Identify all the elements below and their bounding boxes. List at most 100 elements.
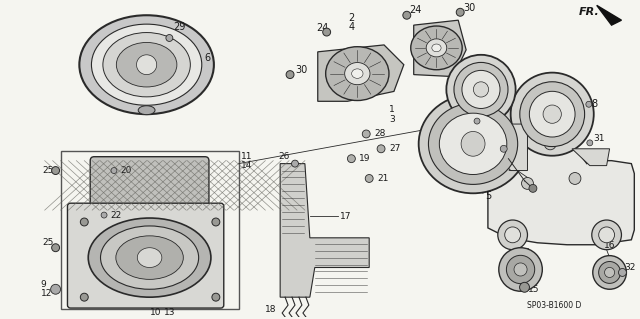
Circle shape bbox=[166, 34, 173, 41]
Text: 16: 16 bbox=[604, 241, 615, 250]
Ellipse shape bbox=[103, 33, 190, 97]
Text: 15: 15 bbox=[527, 285, 539, 294]
Circle shape bbox=[81, 218, 88, 226]
Circle shape bbox=[520, 282, 529, 292]
Circle shape bbox=[543, 105, 561, 123]
Circle shape bbox=[365, 174, 373, 182]
Text: 26: 26 bbox=[278, 152, 289, 161]
Text: 12: 12 bbox=[41, 289, 52, 298]
Ellipse shape bbox=[116, 42, 177, 87]
Circle shape bbox=[81, 293, 88, 301]
Ellipse shape bbox=[439, 113, 507, 174]
Text: 2: 2 bbox=[348, 13, 355, 23]
Polygon shape bbox=[486, 104, 634, 245]
Ellipse shape bbox=[92, 24, 202, 105]
Ellipse shape bbox=[116, 236, 183, 279]
Text: 27: 27 bbox=[389, 144, 401, 153]
Circle shape bbox=[212, 218, 220, 226]
Ellipse shape bbox=[351, 69, 363, 78]
Circle shape bbox=[598, 262, 621, 283]
Circle shape bbox=[292, 160, 298, 167]
Text: 31: 31 bbox=[508, 164, 519, 173]
Circle shape bbox=[529, 91, 575, 137]
Circle shape bbox=[505, 227, 520, 243]
FancyBboxPatch shape bbox=[90, 157, 209, 214]
Circle shape bbox=[456, 8, 464, 16]
Circle shape bbox=[446, 55, 516, 124]
Text: 7: 7 bbox=[508, 154, 513, 163]
Circle shape bbox=[618, 269, 627, 276]
Circle shape bbox=[52, 167, 60, 174]
Circle shape bbox=[522, 177, 533, 189]
Circle shape bbox=[514, 263, 527, 276]
Circle shape bbox=[506, 255, 534, 284]
Circle shape bbox=[593, 256, 627, 289]
Ellipse shape bbox=[100, 226, 198, 289]
Ellipse shape bbox=[428, 103, 518, 184]
Text: 24: 24 bbox=[409, 5, 421, 15]
Ellipse shape bbox=[138, 248, 162, 268]
Text: 9: 9 bbox=[41, 280, 47, 289]
Ellipse shape bbox=[326, 47, 389, 100]
Text: 28: 28 bbox=[374, 130, 385, 138]
Ellipse shape bbox=[138, 106, 155, 115]
Ellipse shape bbox=[345, 63, 370, 85]
Polygon shape bbox=[596, 5, 621, 25]
FancyBboxPatch shape bbox=[67, 203, 224, 308]
Circle shape bbox=[111, 167, 117, 174]
Text: 21: 21 bbox=[377, 174, 388, 183]
Text: 25: 25 bbox=[43, 166, 54, 175]
Text: 32: 32 bbox=[520, 248, 531, 257]
Text: 11: 11 bbox=[241, 152, 252, 161]
Polygon shape bbox=[413, 20, 466, 77]
Text: 31: 31 bbox=[594, 134, 605, 144]
Text: 30: 30 bbox=[295, 65, 307, 75]
Circle shape bbox=[511, 73, 594, 156]
Circle shape bbox=[474, 82, 488, 97]
Text: 25: 25 bbox=[43, 238, 54, 247]
Ellipse shape bbox=[79, 15, 214, 114]
Ellipse shape bbox=[426, 39, 447, 57]
Text: SP03-B1600 D: SP03-B1600 D bbox=[527, 300, 582, 310]
Text: 6: 6 bbox=[204, 53, 210, 63]
Text: 14: 14 bbox=[241, 161, 252, 170]
Ellipse shape bbox=[461, 131, 485, 156]
Text: 18: 18 bbox=[266, 305, 277, 314]
Circle shape bbox=[454, 63, 508, 116]
Text: 3: 3 bbox=[389, 115, 395, 123]
Circle shape bbox=[592, 220, 621, 250]
Text: 24: 24 bbox=[316, 23, 328, 33]
Ellipse shape bbox=[419, 94, 527, 193]
Circle shape bbox=[474, 118, 480, 124]
Text: 13: 13 bbox=[164, 308, 176, 316]
Circle shape bbox=[500, 145, 507, 152]
Circle shape bbox=[605, 267, 614, 278]
Polygon shape bbox=[495, 124, 527, 171]
Text: 8: 8 bbox=[592, 99, 598, 109]
Circle shape bbox=[362, 130, 370, 138]
Polygon shape bbox=[280, 164, 369, 297]
Circle shape bbox=[520, 82, 584, 146]
Circle shape bbox=[544, 138, 556, 150]
Circle shape bbox=[598, 227, 614, 243]
Circle shape bbox=[529, 184, 537, 192]
Ellipse shape bbox=[136, 55, 157, 75]
Text: 5: 5 bbox=[485, 191, 491, 201]
Circle shape bbox=[348, 155, 355, 163]
Polygon shape bbox=[317, 45, 404, 101]
Ellipse shape bbox=[432, 44, 441, 52]
Circle shape bbox=[569, 173, 581, 184]
Text: 4: 4 bbox=[348, 22, 355, 32]
Text: 19: 19 bbox=[359, 154, 371, 163]
Circle shape bbox=[52, 244, 60, 252]
Circle shape bbox=[498, 220, 527, 250]
Circle shape bbox=[403, 11, 411, 19]
Bar bbox=[61, 151, 239, 309]
Text: 22: 22 bbox=[110, 211, 121, 219]
Ellipse shape bbox=[88, 218, 211, 297]
Text: 30: 30 bbox=[463, 3, 476, 13]
Text: FR.: FR. bbox=[579, 7, 600, 17]
Text: 10: 10 bbox=[150, 308, 161, 316]
Text: 29: 29 bbox=[173, 22, 186, 32]
Text: 17: 17 bbox=[339, 211, 351, 220]
